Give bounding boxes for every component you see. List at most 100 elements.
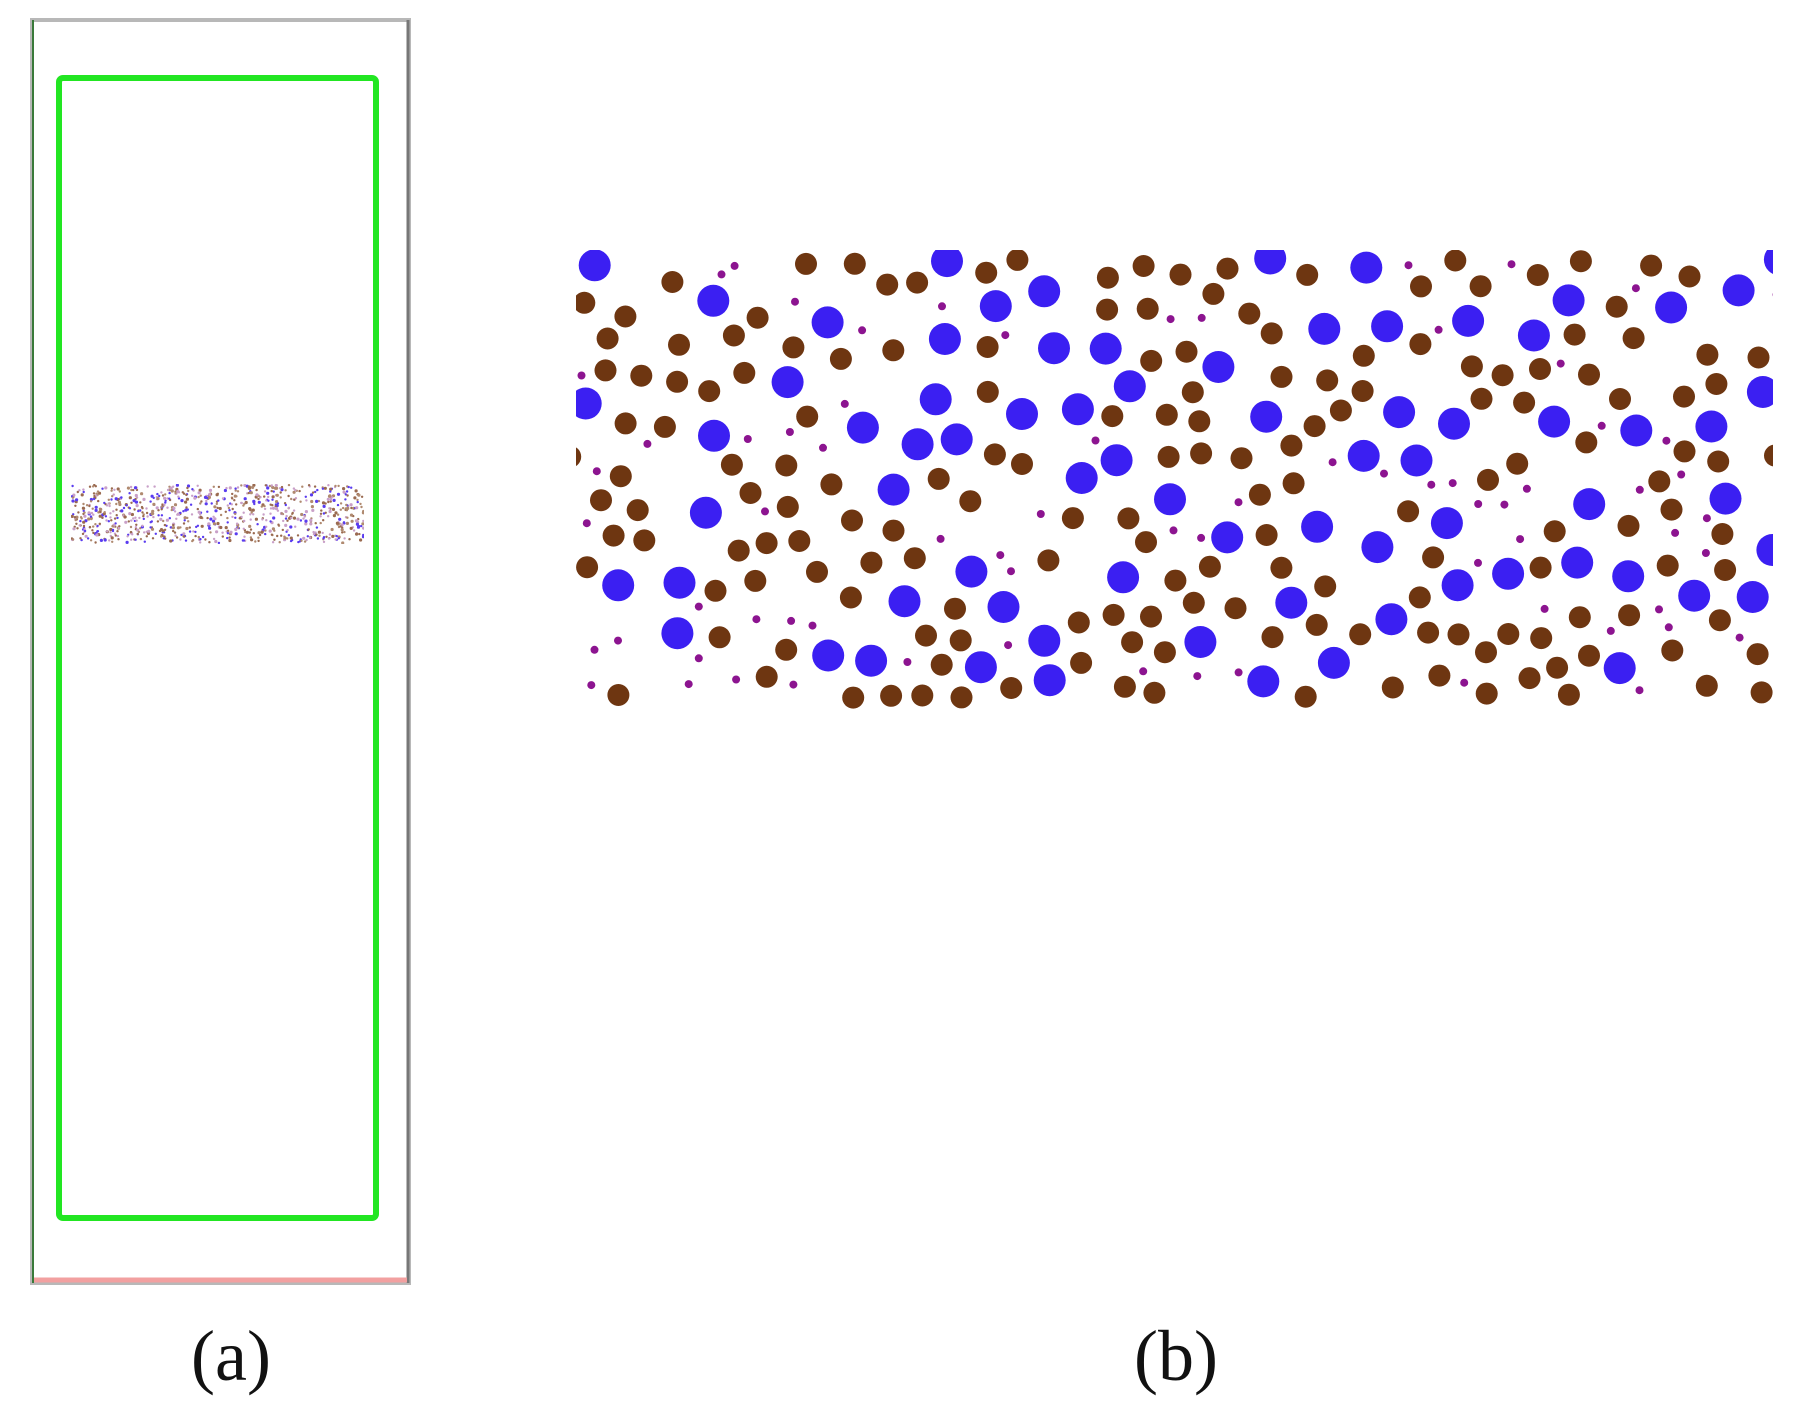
particle (1492, 557, 1525, 590)
particle (808, 621, 817, 630)
particle (236, 490, 240, 493)
particle (587, 681, 596, 690)
particle (213, 517, 217, 521)
particle (1714, 559, 1737, 581)
particle (1543, 520, 1566, 543)
particle (1202, 282, 1225, 305)
particle (1400, 444, 1433, 477)
particle (304, 510, 308, 514)
particle (315, 526, 319, 529)
particle (1296, 263, 1319, 286)
particle (582, 519, 591, 528)
particle (174, 534, 177, 537)
particle (164, 493, 167, 496)
particle (1475, 641, 1497, 664)
particle (285, 514, 288, 518)
particle (145, 535, 148, 538)
particle (127, 520, 130, 523)
particle (130, 519, 133, 522)
particle (231, 507, 234, 511)
particle (337, 537, 340, 540)
particle (96, 524, 99, 528)
particle (212, 515, 215, 518)
particle (170, 489, 174, 493)
particle (169, 526, 172, 529)
particle (343, 537, 346, 540)
particle (166, 497, 169, 500)
particle (255, 493, 259, 497)
particle (215, 530, 219, 534)
particle (1166, 315, 1175, 324)
particle (221, 531, 224, 534)
particle (355, 522, 359, 526)
particle (293, 498, 296, 501)
particle (134, 516, 137, 519)
particle (217, 541, 221, 544)
window-frame (30, 18, 411, 1285)
domain-box (56, 75, 379, 1221)
particle (310, 499, 314, 504)
particle (272, 490, 275, 493)
particle (71, 499, 75, 503)
particle (266, 486, 270, 490)
particle (775, 638, 798, 661)
particle-layer (576, 250, 1773, 709)
particle (329, 500, 332, 503)
particle (101, 516, 104, 519)
particle (1157, 445, 1180, 468)
particle (788, 530, 811, 552)
particle (226, 504, 229, 507)
particle (1404, 261, 1413, 270)
particle (173, 531, 177, 534)
particle (128, 511, 132, 516)
particle (113, 532, 117, 535)
particle (283, 502, 287, 505)
particle (327, 500, 330, 504)
particle (1383, 396, 1416, 429)
particle (123, 515, 127, 519)
particle (643, 439, 652, 448)
particle (1662, 436, 1671, 445)
particle (199, 494, 202, 497)
particle (309, 518, 313, 522)
particle (188, 526, 191, 529)
particle (273, 538, 276, 541)
particle (79, 537, 82, 540)
particle (287, 494, 290, 498)
particle (1188, 410, 1211, 433)
particle (156, 520, 160, 523)
particle (150, 512, 154, 516)
particle (267, 499, 270, 502)
panel-label: (a) (191, 1316, 271, 1396)
particle (134, 493, 138, 498)
particle (234, 487, 237, 490)
particle (201, 535, 205, 539)
particle (300, 539, 303, 542)
particle (1763, 250, 1773, 275)
particle (265, 519, 268, 522)
particle (130, 488, 133, 492)
particle (302, 517, 305, 520)
particle (1695, 674, 1718, 697)
particle (294, 525, 297, 528)
particle (1695, 410, 1728, 443)
particle (126, 535, 129, 538)
particle (159, 528, 164, 532)
particle (1308, 312, 1341, 345)
particle (352, 529, 356, 532)
particle (74, 518, 77, 522)
particle (1230, 447, 1253, 470)
particle (217, 485, 221, 489)
particle (787, 616, 796, 625)
particle (730, 261, 739, 270)
particle (1622, 327, 1645, 350)
particle (91, 507, 94, 510)
particle (110, 519, 113, 522)
particle (315, 499, 319, 503)
particle (171, 526, 175, 530)
particle (819, 443, 827, 452)
particle (336, 503, 340, 507)
particle (177, 495, 180, 498)
particle (1497, 623, 1520, 645)
particle (109, 516, 112, 519)
